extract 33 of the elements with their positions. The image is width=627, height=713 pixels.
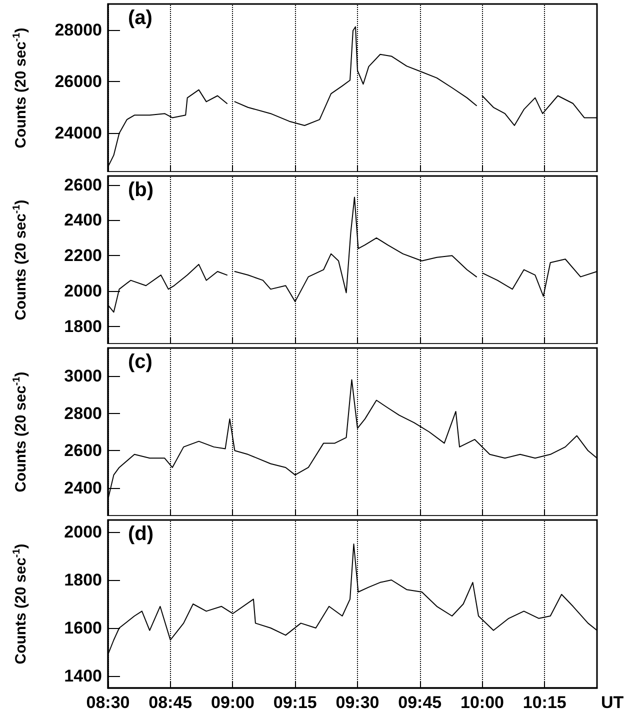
- x-tick-label: 10:00: [460, 693, 504, 712]
- y-tick-label: 2600: [64, 175, 102, 194]
- annotation: (d): [128, 523, 154, 545]
- y-tick-label: 3000: [64, 366, 102, 386]
- y-tick-label: 2000: [64, 522, 102, 542]
- y-tick-label: 1800: [64, 570, 102, 590]
- annotation: (c): [128, 351, 152, 373]
- y-axis-title: Counts (20 sec-1): [12, 372, 30, 492]
- y-tick-label: 1400: [64, 666, 102, 686]
- y-axis-title: Counts (20 sec-1): [12, 28, 30, 148]
- y-tick-label: 1800: [64, 316, 102, 336]
- y-axis-title: Counts (20 sec-1): [12, 544, 30, 664]
- y-tick-label: 2800: [64, 404, 102, 423]
- x-tick-label: 10:15: [522, 693, 566, 712]
- y-tick-label: 28000: [54, 20, 102, 40]
- y-tick-label: 2400: [64, 210, 102, 230]
- x-tick-label: 08:30: [86, 693, 130, 712]
- annotation: (a): [128, 7, 152, 29]
- x-tick-label: 09:30: [336, 693, 380, 712]
- y-tick-label: 2000: [64, 281, 102, 300]
- x-axis-title: UT: [601, 693, 624, 712]
- y-tick-label: 2200: [64, 246, 102, 266]
- x-tick-label: 08:45: [148, 693, 192, 712]
- x-tick-label: 09:15: [273, 693, 317, 712]
- x-tick-label: 09:45: [398, 693, 442, 712]
- y-axis-title: Counts (20 sec-1): [12, 200, 30, 320]
- annotation: (b): [128, 179, 154, 201]
- y-tick-label: 2400: [64, 478, 102, 498]
- y-tick-label: 26000: [54, 72, 102, 92]
- x-tick-label: 09:00: [211, 693, 254, 712]
- y-tick-label: 1600: [64, 618, 102, 638]
- y-tick-label: 24000: [54, 124, 102, 143]
- y-tick-label: 2600: [64, 441, 102, 460]
